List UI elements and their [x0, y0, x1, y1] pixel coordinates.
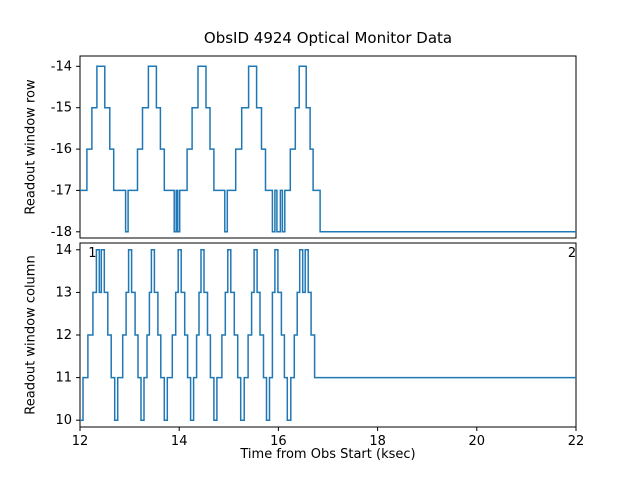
x-tick-label: 20: [469, 434, 486, 449]
readout-window-row-axes: [79, 55, 577, 239]
y-tick-label: -14: [51, 59, 72, 74]
readout-window-row-line: [80, 65, 576, 233]
chart-title: ObsID 4924 Optical Monitor Data: [203, 29, 453, 47]
y-tick-label: -15: [51, 101, 72, 116]
y-axis-label-column: Readout window column: [23, 255, 39, 415]
x-tick-label: 16: [270, 434, 287, 449]
y-tick-label: 13: [55, 285, 72, 300]
readout-window-column-line: [80, 249, 576, 421]
y-tick-label: 10: [55, 413, 72, 428]
y-tick-label: -17: [51, 183, 72, 198]
y-tick-label: 12: [55, 328, 72, 343]
annotation-2: 2: [568, 246, 576, 261]
x-tick-label: 14: [171, 434, 188, 449]
x-tick-label: 12: [72, 434, 89, 449]
y-tick-label: 14: [55, 243, 72, 258]
y-tick-label: -16: [51, 142, 72, 157]
y-axis-label-row: Readout window row: [23, 79, 39, 215]
x-tick-label: 22: [568, 434, 585, 449]
annotation-1: 1: [88, 246, 96, 261]
y-tick-label: 11: [55, 371, 72, 386]
x-axis-label: Time from Obs Start (ksec): [240, 447, 416, 462]
y-tick-label: -18: [51, 225, 72, 240]
x-tick-label: 18: [369, 434, 386, 449]
